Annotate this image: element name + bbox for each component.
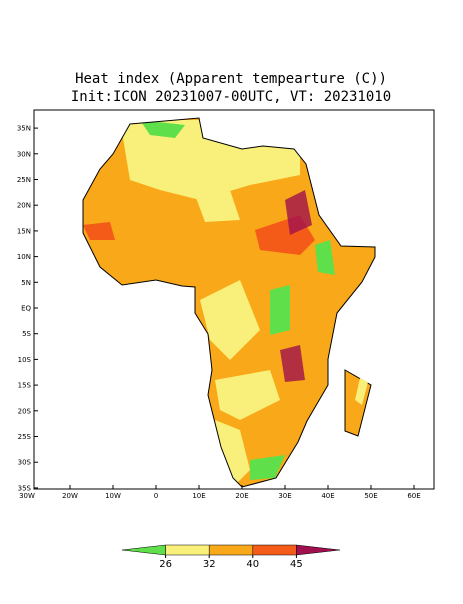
colorbar: 26 32 40 45 (121, 544, 341, 570)
lon-tick-label: 30E (278, 492, 291, 500)
title-line-1: Heat index (Apparent tempearture (C)) (75, 71, 387, 87)
lon-tick-label: 60E (407, 492, 420, 500)
colorbar-segment (296, 544, 341, 556)
lon-tick-label: 50E (364, 492, 377, 500)
lat-tick-label: EQ (21, 305, 31, 313)
lon-tick-label: 0 (154, 492, 158, 500)
lat-tick-label: 30N (17, 150, 31, 158)
colorbar-label: 40 (246, 559, 259, 570)
lon-tick-label: 40E (321, 492, 334, 500)
colorbar-segment (252, 544, 297, 556)
colorbar-segment (165, 544, 210, 556)
lat-tick-label: 20S (18, 407, 32, 415)
coastline (82, 117, 376, 488)
lon-tick-label: 10E (192, 492, 205, 500)
colorbar-label: 32 (203, 559, 216, 570)
axes: 35N 30N 25N 20N 15N 10N 5N EQ 5S 10S 15S 20S 25S 30S 3… (17, 125, 421, 500)
madagascar (344, 369, 372, 437)
lon-tick-label: 30W (19, 492, 35, 500)
lat-tick-label: 35S (18, 484, 32, 492)
lat-tick-label: 35N (17, 125, 31, 133)
lon-tick-label: 10W (105, 492, 121, 500)
lat-tick-label: 10S (18, 356, 32, 364)
lat-tick-label: 25S (18, 433, 32, 441)
lat-tick-label: 20N (17, 202, 31, 210)
madagascar-field (355, 378, 368, 405)
lat-tick-label: 5S (22, 330, 31, 338)
colorbar-label: 26 (159, 559, 172, 570)
lon-tick-label: 20W (62, 492, 78, 500)
lat-tick-label: 5N (21, 279, 31, 287)
colorbar-segment (121, 544, 166, 556)
heat-field (83, 118, 375, 487)
map (33, 109, 435, 490)
lat-tick-label: 15N (17, 227, 31, 235)
colorbar-label: 45 (290, 559, 303, 570)
lat-tick-label: 15S (18, 382, 32, 390)
map-frame (33, 109, 435, 490)
title-line-2: Init:ICON 20231007-00UTC, VT: 20231010 (71, 89, 391, 105)
lon-tick-label: 20E (235, 492, 248, 500)
lat-tick-label: 30S (18, 459, 32, 467)
colorbar-segment (208, 544, 254, 556)
lat-tick-label: 10N (17, 253, 31, 261)
lat-tick-label: 25N (17, 176, 31, 184)
